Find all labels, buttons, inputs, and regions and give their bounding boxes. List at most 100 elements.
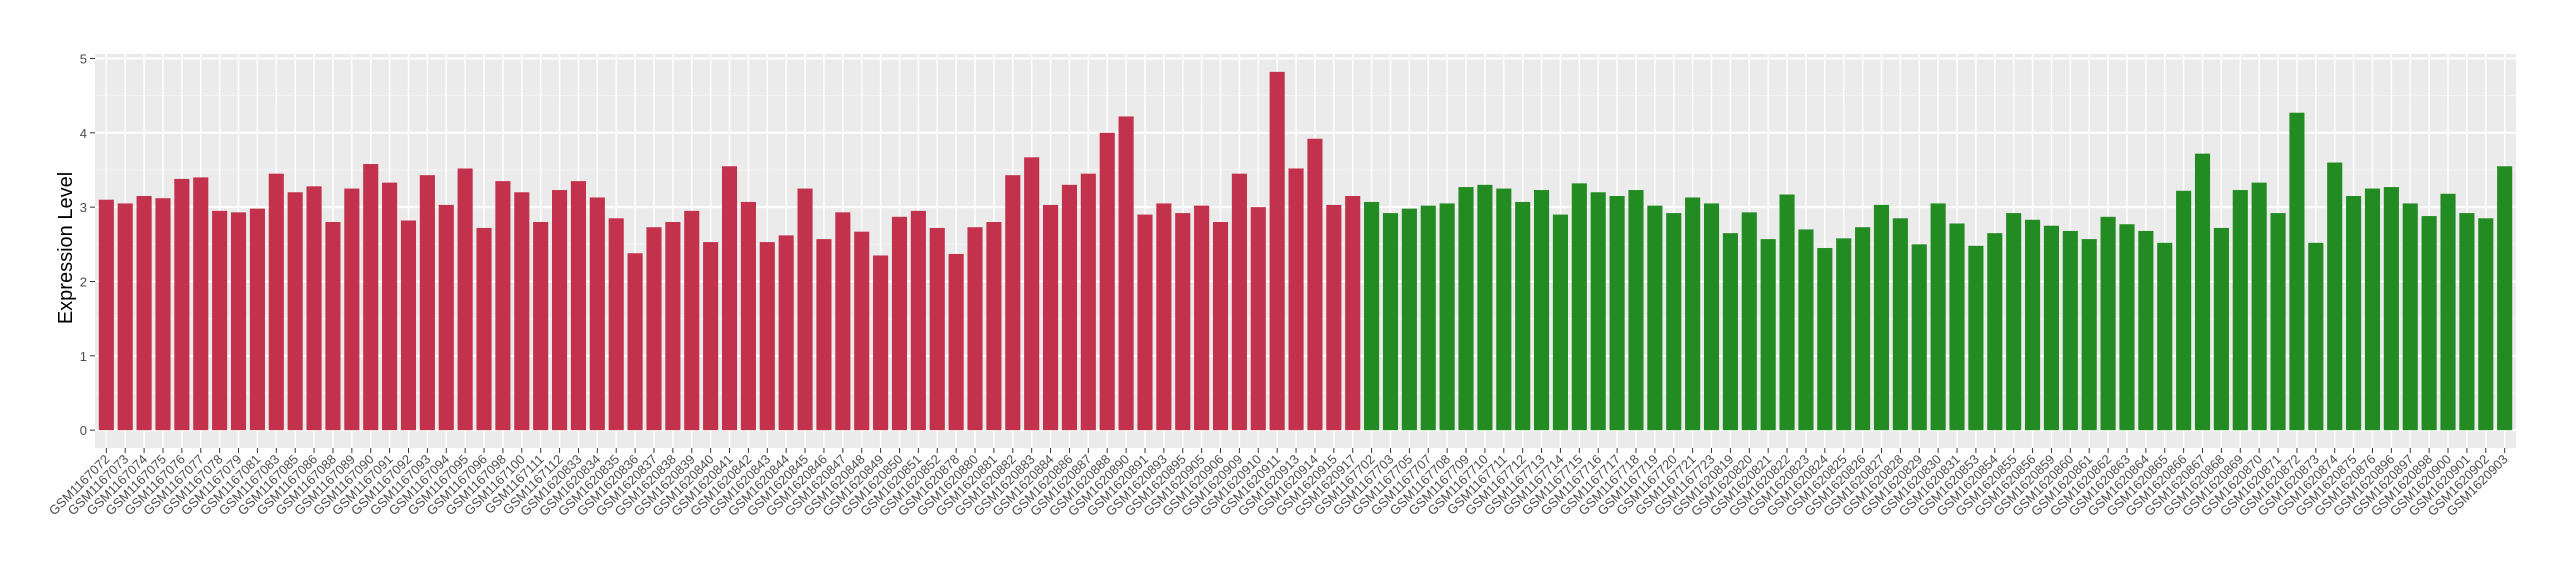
bar	[2232, 190, 2248, 431]
bar	[1439, 203, 1455, 431]
bar	[1458, 187, 1474, 431]
bar	[249, 208, 265, 431]
bar	[835, 212, 851, 431]
bar	[287, 192, 303, 431]
bar	[2346, 195, 2362, 431]
bar	[778, 235, 794, 431]
bar	[1722, 233, 1738, 431]
bar	[1666, 213, 1682, 431]
bar	[1892, 218, 1908, 431]
bar	[910, 210, 926, 431]
bar	[1855, 227, 1871, 431]
bar	[2062, 230, 2078, 431]
y-tick-label: 5	[80, 51, 87, 66]
bar	[721, 166, 738, 431]
bar	[136, 195, 152, 431]
bar	[891, 216, 908, 431]
bar	[2006, 213, 2022, 431]
bar	[2308, 242, 2324, 431]
bar	[1345, 195, 1361, 431]
bar	[2119, 224, 2135, 431]
bar	[1987, 233, 2003, 431]
bar	[476, 227, 492, 431]
bar	[646, 227, 662, 431]
bar	[1288, 168, 1304, 431]
bar	[174, 178, 190, 431]
bar	[1817, 248, 1833, 431]
bar	[2043, 225, 2059, 431]
bar	[1364, 201, 1380, 431]
bar	[1118, 116, 1134, 431]
bar	[627, 253, 643, 431]
bar	[854, 231, 870, 431]
bar	[1836, 238, 1852, 431]
bar	[212, 210, 228, 431]
bar	[1703, 203, 1720, 431]
bar	[816, 239, 832, 431]
bar	[2364, 188, 2381, 431]
bar	[759, 242, 775, 431]
bar	[1307, 138, 1323, 431]
bar	[2251, 182, 2267, 431]
bar	[2459, 213, 2475, 431]
bar	[2270, 213, 2286, 431]
bar	[2157, 242, 2173, 431]
bar	[533, 222, 549, 431]
bar	[1156, 203, 1172, 431]
bar	[1873, 204, 1890, 431]
bar	[2081, 239, 2097, 431]
bar	[1760, 239, 1776, 431]
y-tick-label: 4	[80, 126, 87, 141]
bar	[457, 168, 473, 431]
bar	[2402, 203, 2418, 431]
bar	[1741, 212, 1757, 431]
bar	[1949, 223, 1965, 431]
bar	[740, 201, 756, 431]
bar	[1930, 203, 1946, 431]
bar	[967, 227, 983, 431]
bar	[344, 188, 360, 431]
bar	[1685, 197, 1701, 431]
bar	[1477, 184, 1493, 431]
bar	[1175, 213, 1191, 431]
bar	[1779, 194, 1795, 431]
bar	[400, 220, 417, 431]
bar	[268, 173, 284, 431]
bar	[1496, 188, 1512, 431]
bar	[2100, 216, 2116, 431]
bar	[325, 222, 341, 431]
bar	[193, 177, 209, 431]
bar	[1269, 71, 1285, 431]
bar	[2327, 162, 2343, 431]
bar	[1099, 132, 1115, 431]
bar	[1798, 229, 1814, 431]
bar	[2478, 218, 2494, 431]
bar	[1628, 190, 1644, 431]
bar	[570, 181, 586, 431]
bar	[986, 222, 1002, 431]
bar	[1005, 175, 1021, 431]
bar	[552, 190, 568, 431]
bar	[1326, 204, 1342, 431]
bar	[1061, 184, 1077, 431]
bar	[1382, 213, 1399, 431]
y-tick-label: 3	[80, 200, 87, 215]
bar	[1401, 208, 1417, 431]
bar	[98, 199, 114, 431]
bar	[608, 218, 624, 431]
bar	[306, 186, 322, 431]
bar	[382, 182, 398, 431]
bar	[589, 197, 605, 431]
bar	[2440, 193, 2456, 431]
bar	[2421, 216, 2437, 431]
bar	[703, 242, 719, 431]
bar	[1515, 201, 1531, 431]
bar	[948, 253, 964, 431]
bar	[2497, 166, 2513, 431]
bar	[495, 181, 511, 431]
bar	[117, 203, 133, 431]
bar	[230, 212, 247, 431]
bar	[419, 175, 435, 431]
bar	[1024, 157, 1040, 431]
bar	[684, 210, 700, 431]
